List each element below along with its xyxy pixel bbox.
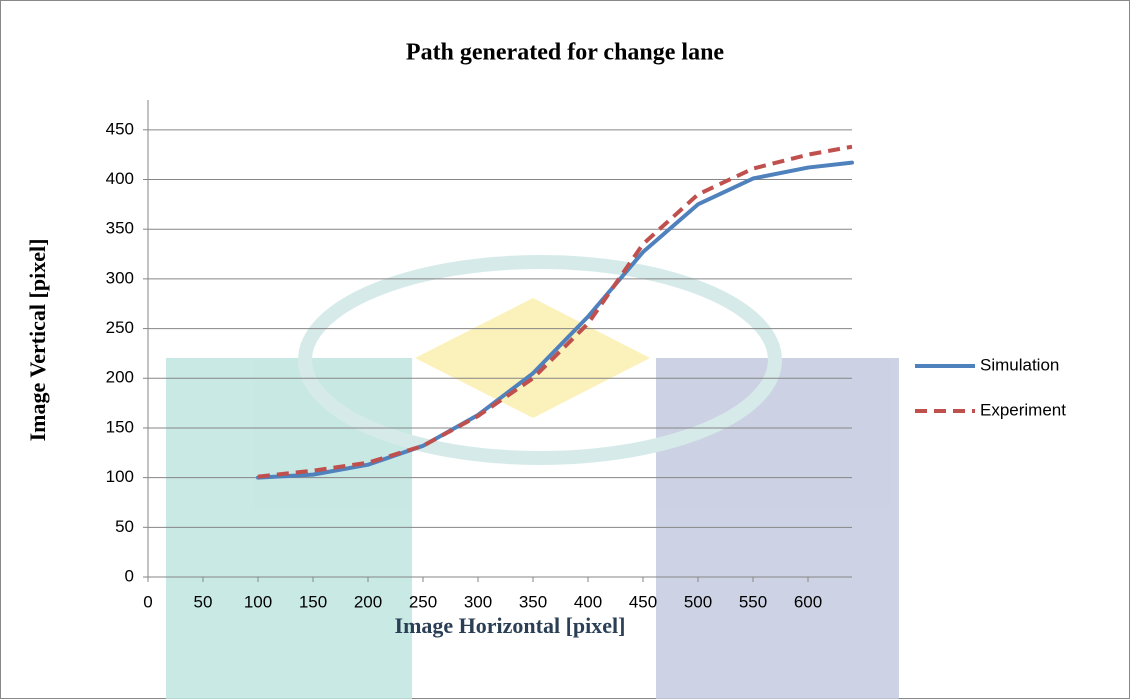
x-tick-label: 100 [244, 592, 272, 611]
x-tick-label: 500 [684, 592, 712, 611]
x-tick-label: 350 [519, 592, 547, 611]
y-tick-label: 400 [106, 169, 134, 188]
x-tick-label: 550 [739, 592, 767, 611]
chart-title: Path generated for change lane [406, 40, 725, 66]
legend-label: Experiment [980, 400, 1066, 419]
watermark-block [656, 358, 899, 699]
y-tick-label: 300 [106, 268, 134, 287]
page: Path generated for change lane Image Hor… [0, 0, 1130, 699]
y-tick-label: 150 [106, 417, 134, 436]
x-tick-label: 0 [143, 592, 152, 611]
x-tick-label: 50 [194, 592, 213, 611]
legend-label: Simulation [980, 355, 1059, 374]
y-tick-label: 350 [106, 219, 134, 238]
y-axis-label: Image Vertical [pixel] [25, 239, 50, 442]
x-tick-label: 400 [574, 592, 602, 611]
x-tick-label: 150 [299, 592, 327, 611]
y-tick-label: 0 [125, 566, 134, 585]
x-tick-label: 450 [629, 592, 657, 611]
y-tick-label: 100 [106, 467, 134, 486]
x-tick-label: 250 [409, 592, 437, 611]
y-tick-label: 200 [106, 368, 134, 387]
y-tick-label: 50 [115, 517, 134, 536]
y-tick-label: 250 [106, 318, 134, 337]
chart: Path generated for change lane Image Hor… [0, 0, 1130, 699]
y-tick-label: 450 [106, 119, 134, 138]
watermark-block [166, 358, 412, 699]
x-tick-label: 300 [464, 592, 492, 611]
x-tick-label: 200 [354, 592, 382, 611]
x-axis-label: Image Horizontal [pixel] [395, 613, 626, 638]
x-tick-label: 600 [794, 592, 822, 611]
